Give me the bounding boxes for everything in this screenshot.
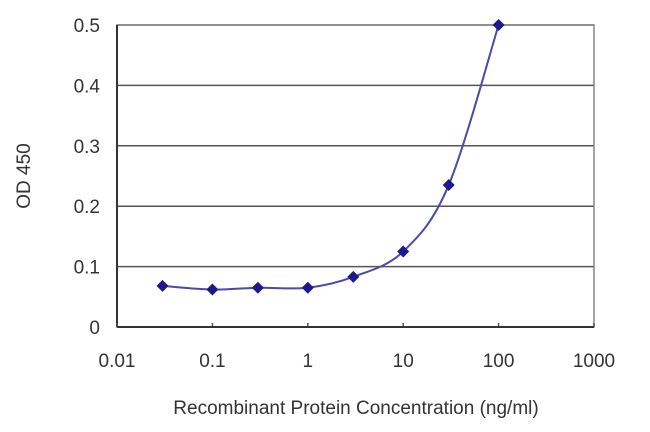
diamond-marker xyxy=(492,19,505,31)
x-tick-label: 1000 xyxy=(573,351,615,372)
diamond-marker xyxy=(442,179,455,192)
plot-area-frame xyxy=(116,24,595,328)
x-axis-ticks: 0.01 0.1 1 10 100 1000 xyxy=(99,323,615,372)
x-tick-label: 0.1 xyxy=(199,351,225,372)
x-axis-label: Recombinant Protein Concentration (ng/ml… xyxy=(173,398,538,419)
diamond-marker xyxy=(301,281,314,294)
x-tick-label: 0.01 xyxy=(99,351,136,372)
diamond-marker xyxy=(251,281,264,294)
y-tick-label: 0.5 xyxy=(74,16,100,37)
diamond-marker xyxy=(397,245,410,258)
x-tick-label: 1 xyxy=(303,351,314,372)
diamond-marker xyxy=(206,283,219,296)
y-tick-label: 0.1 xyxy=(74,258,100,279)
data-series-line xyxy=(162,24,500,291)
gridlines xyxy=(117,24,594,268)
diamond-marker xyxy=(156,279,169,292)
y-tick-label: 0.4 xyxy=(74,76,101,97)
data-point-markers xyxy=(156,19,505,296)
x-tick-label: 10 xyxy=(393,351,414,372)
diamond-marker xyxy=(347,270,360,283)
y-axis-ticks: 0 0.1 0.2 0.3 0.4 0.5 xyxy=(74,16,118,339)
y-axis-label: OD 450 xyxy=(14,143,35,208)
x-tick-label: 100 xyxy=(483,351,515,372)
y-tick-label: 0.2 xyxy=(74,197,100,218)
y-tick-label: 0.3 xyxy=(74,137,100,158)
y-tick-label: 0 xyxy=(89,318,100,339)
